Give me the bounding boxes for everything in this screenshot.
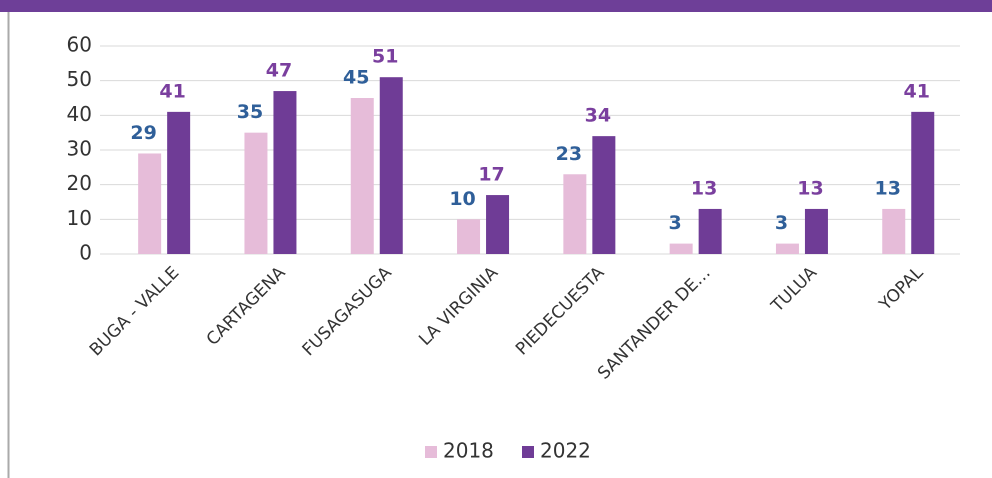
bar: [138, 153, 162, 254]
x-tick-label: PIEDECUESTA: [512, 263, 609, 360]
data-label: 34: [585, 105, 611, 127]
data-label: 29: [130, 122, 156, 144]
legend-label: 2022: [540, 439, 591, 463]
data-label: 17: [478, 164, 504, 186]
bar: [882, 208, 906, 254]
data-label: 45: [343, 67, 369, 89]
data-label: 47: [266, 60, 292, 82]
data-label: 13: [875, 177, 901, 199]
bar: [669, 243, 693, 254]
data-label: 3: [669, 212, 682, 234]
y-tick-label: 10: [67, 206, 92, 230]
bar: [698, 208, 722, 254]
y-tick-label: 40: [67, 102, 92, 126]
header-band: [0, 0, 992, 12]
bar: [775, 243, 799, 254]
data-label: 23: [556, 143, 582, 165]
data-label: 13: [797, 177, 823, 199]
legend-swatch: [522, 446, 534, 458]
x-tick-label: LA VIRGINIA: [415, 263, 502, 350]
y-tick-label: 30: [67, 137, 92, 161]
bar: [592, 136, 616, 254]
data-label: 51: [372, 46, 398, 68]
legend-label: 2018: [443, 439, 494, 463]
y-tick-label: 50: [67, 67, 92, 91]
data-label: 13: [691, 177, 717, 199]
x-tick-label: BUGA - VALLE: [86, 263, 183, 360]
data-label: 35: [237, 101, 263, 123]
x-tick-label: SANTANDER DE…: [594, 263, 715, 384]
y-tick-label: 60: [67, 33, 92, 57]
x-tick-label: YOPAL: [875, 263, 928, 316]
bar: [350, 98, 374, 254]
x-tick-label: FUSAGASUGA: [299, 263, 396, 360]
data-label: 10: [449, 188, 475, 210]
data-label: 41: [904, 80, 930, 102]
bar: [804, 208, 828, 254]
x-tick-label: TULUA: [767, 263, 821, 317]
data-label: 3: [775, 212, 788, 234]
y-tick-label: 0: [79, 241, 92, 265]
bar: [244, 132, 268, 254]
y-tick-label: 20: [67, 171, 92, 195]
x-tick-label: CARTAGENA: [203, 263, 290, 350]
bar: [273, 91, 297, 254]
bar: [167, 111, 191, 254]
data-label: 41: [159, 80, 185, 102]
legend-swatch: [425, 446, 437, 458]
bar: [563, 174, 587, 254]
bar: [457, 219, 481, 254]
bar: [911, 111, 935, 254]
bar: [486, 195, 510, 254]
bar: [379, 77, 403, 254]
